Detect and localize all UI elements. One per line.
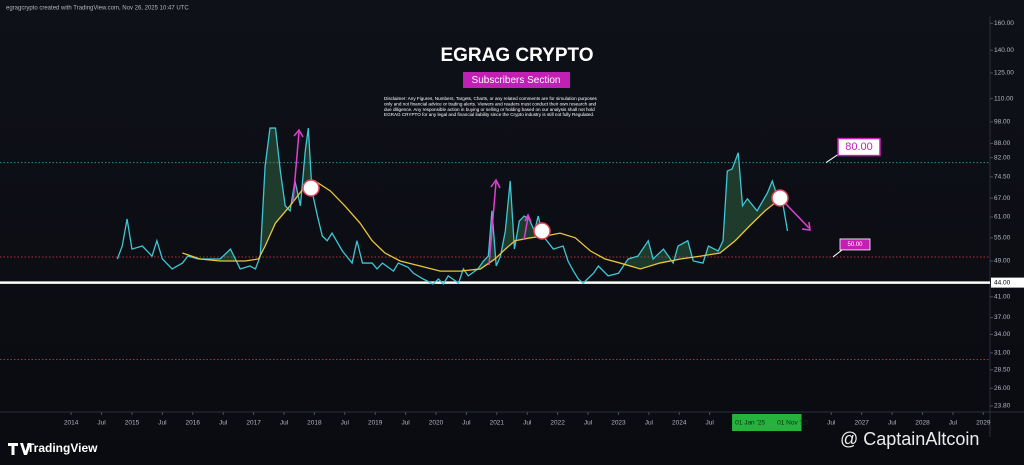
y-tick-label: 28.50 bbox=[994, 367, 1011, 374]
drawings bbox=[292, 128, 811, 266]
x-tick-label: 2027 bbox=[854, 420, 869, 427]
price-label-box bbox=[991, 277, 1024, 288]
x-tick-label: 2023 bbox=[611, 420, 626, 427]
disclaimer-line: EGRAG CRYPTO for any legal and financial… bbox=[384, 112, 594, 117]
x-tick-label: 2020 bbox=[429, 420, 444, 427]
y-tick-label: 61.00 bbox=[994, 214, 1011, 221]
disclaimer-line: Disclaimer: Any Figures, Numbers, Target… bbox=[384, 96, 598, 101]
subtitle: Subscribers Section bbox=[472, 75, 561, 86]
x-tick-label: 2015 bbox=[125, 420, 140, 427]
x-tick-label: Jul bbox=[219, 420, 228, 427]
y-tick-label: 23.80 bbox=[994, 403, 1011, 410]
y-tick-label: 88.00 bbox=[994, 140, 1011, 147]
y-tick-label: 37.00 bbox=[994, 314, 1011, 321]
x-tick-label: 2028 bbox=[915, 420, 930, 427]
logo bbox=[8, 443, 31, 455]
y-tick-label: 98.00 bbox=[994, 119, 1011, 126]
x-tick-label: Jul bbox=[97, 420, 106, 427]
x-tick-label: 2024 bbox=[672, 420, 687, 427]
y-tick-label: 41.00 bbox=[994, 294, 1011, 301]
y-tick-label: 55.00 bbox=[994, 235, 1011, 242]
date-range-start: 01 Jan '25 bbox=[735, 420, 765, 427]
x-tick-label: Jul bbox=[401, 420, 410, 427]
brand: TradingView bbox=[8, 441, 98, 455]
annotation: 80.00 bbox=[845, 141, 873, 153]
y-tick-label: 140.00 bbox=[994, 47, 1014, 54]
series-line bbox=[182, 180, 789, 272]
y-tick-label: 49.00 bbox=[994, 258, 1011, 265]
x-tick-label: 2029 bbox=[976, 420, 991, 427]
x-tick-label: 2019 bbox=[368, 420, 383, 427]
x-tick-label: 2018 bbox=[307, 420, 322, 427]
x-tick-label: Jul bbox=[341, 420, 350, 427]
annotation-box bbox=[839, 238, 871, 251]
arrow bbox=[783, 201, 810, 229]
x-tick-label: Jul bbox=[888, 420, 897, 427]
x-tick-label: 2022 bbox=[550, 420, 565, 427]
arrow-head bbox=[293, 128, 304, 138]
y-tick-label: 67.00 bbox=[994, 195, 1011, 202]
markers bbox=[302, 179, 789, 240]
arrow-head bbox=[490, 178, 501, 189]
date-range-end: 01 Nov '25 bbox=[777, 420, 808, 427]
disclaimer-line: only and not financial advice or trading… bbox=[384, 102, 597, 107]
x-tick-label: 2014 bbox=[64, 420, 79, 427]
x-tick-label: Jul bbox=[706, 420, 715, 427]
x-tick-label: Jul bbox=[462, 420, 471, 427]
y-tick-label: 125.00 bbox=[994, 70, 1014, 77]
marker bbox=[302, 179, 320, 197]
price-label: 44.00 bbox=[994, 279, 1011, 286]
y-tick-label: 31.00 bbox=[994, 350, 1011, 357]
y-tick-label: 74.50 bbox=[994, 174, 1011, 181]
y-tick-label: 26.00 bbox=[994, 385, 1011, 392]
x-tick-label: Jul bbox=[523, 420, 532, 427]
arrow bbox=[523, 216, 529, 241]
y-tick-label: 160.00 bbox=[994, 20, 1014, 27]
arrow-head bbox=[524, 213, 532, 223]
subtitle-box bbox=[463, 72, 570, 88]
arrow bbox=[488, 181, 497, 266]
y-tick-label: 82.00 bbox=[994, 154, 1011, 161]
annotation-pointer bbox=[832, 249, 843, 258]
x-tick-label: Jul bbox=[645, 420, 654, 427]
x-tick-label: Jul bbox=[949, 420, 958, 427]
x-tick-label: Jul bbox=[584, 420, 593, 427]
date-range-box bbox=[732, 414, 802, 431]
watermark: @ CaptainAltcoin bbox=[840, 429, 979, 449]
disclaimer-line: due diligence. Any responsible action in… bbox=[384, 107, 595, 112]
marker bbox=[533, 222, 551, 240]
x-tick-label: 2016 bbox=[186, 420, 201, 427]
x-tick-label: 2017 bbox=[246, 420, 261, 427]
x-tick-label: Jul bbox=[280, 420, 289, 427]
marker bbox=[771, 189, 789, 207]
brand-name: TradingView bbox=[27, 441, 98, 455]
annotation-pointer bbox=[825, 154, 839, 163]
x-tick-label: 2021 bbox=[490, 420, 505, 427]
arrow-head bbox=[801, 221, 811, 231]
header: egragcrypto created with TradingView.com… bbox=[6, 6, 189, 12]
series-line bbox=[116, 127, 789, 286]
y-tick-label: 110.00 bbox=[994, 95, 1014, 102]
chart-title: EGRAG CRYPTO bbox=[440, 45, 593, 66]
y-tick-label: 34.00 bbox=[994, 331, 1011, 338]
annotation: 50.00 bbox=[847, 242, 863, 248]
annotation-box bbox=[837, 137, 881, 157]
arrow bbox=[292, 131, 300, 203]
x-tick-label: Jul bbox=[827, 420, 836, 427]
x-tick-label: Jul bbox=[158, 420, 167, 427]
